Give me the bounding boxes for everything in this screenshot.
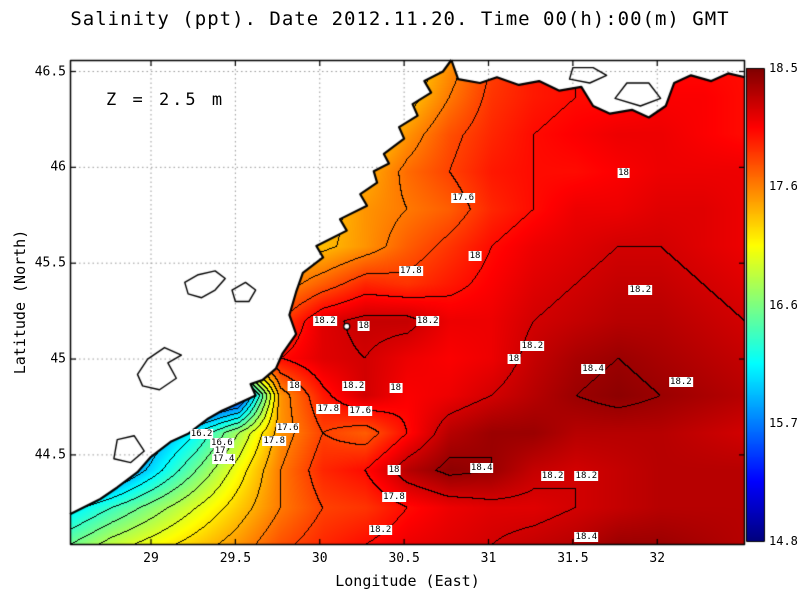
depth-annotation: Z = 2.5 m (106, 90, 226, 110)
contour-label: 18.4 (581, 363, 605, 374)
y-tick-label: 45 (50, 351, 66, 367)
y-tick-label: 44.5 (34, 447, 66, 463)
colorbar-tick-label: 18.5 (769, 61, 798, 75)
contour-label: 18 (288, 380, 301, 391)
contour-label: 18.2 (415, 315, 440, 326)
colorbar-tick-label: 15.7 (769, 415, 798, 430)
contour-label: 18 (617, 168, 630, 179)
x-axis-title: Longitude (East) (335, 572, 480, 590)
contour-label: 18 (389, 382, 403, 393)
contour-label: 17.8 (382, 492, 406, 503)
contour-label: 18.2 (312, 315, 337, 326)
x-tick-label: 30.5 (388, 551, 420, 566)
contour-label: 18.2 (341, 380, 366, 391)
contour-label: 17.6 (275, 423, 300, 434)
contour-label: 17.8 (316, 403, 341, 414)
x-tick-label: 31.5 (557, 551, 589, 566)
contour-label: 17.4 (211, 453, 236, 464)
contour-label: 17.6 (348, 405, 373, 416)
x-tick-label: 29 (143, 551, 159, 566)
contour-label: 17.8 (399, 265, 423, 276)
contour-label: 18.4 (574, 532, 599, 543)
y-tick-label: 45.5 (34, 255, 66, 271)
colorbar-tick-label: 17.6 (769, 179, 798, 194)
chart-title: Salinity (ppt). Date 2012.11.20. Time 00… (70, 8, 730, 30)
contour-label: 18 (507, 354, 521, 365)
contour-label: 18.2 (669, 377, 693, 388)
contour-label: 18.2 (520, 340, 545, 351)
colorbar-tick-label: 14.8 (769, 534, 798, 548)
contour-label: 17.8 (262, 436, 287, 447)
contour-label: 18 (468, 250, 482, 261)
contour-label: 18.2 (628, 285, 653, 296)
y-tick-label: 46 (50, 159, 66, 175)
contour-label: 18.2 (540, 470, 565, 481)
x-tick-label: 32 (649, 551, 666, 566)
contour-label: 16.6 (210, 438, 234, 449)
contour-label: 18.4 (469, 463, 494, 474)
contour-label: 16.2 (189, 428, 214, 439)
y-tick-label: 46.5 (34, 64, 66, 79)
x-tick-label: 30 (311, 551, 328, 566)
x-tick-label: 31 (480, 551, 497, 566)
colorbar-tick-label: 16.6 (769, 297, 798, 312)
contour-label: 18.2 (368, 524, 393, 535)
contour-label: 18 (387, 465, 401, 476)
x-tick-label: 29.5 (219, 551, 252, 566)
contour-label: 17 (213, 446, 227, 457)
contour-label: 17.6 (451, 193, 476, 204)
contour-label: 18.2 (574, 470, 599, 481)
contour-label: 18 (357, 321, 371, 332)
